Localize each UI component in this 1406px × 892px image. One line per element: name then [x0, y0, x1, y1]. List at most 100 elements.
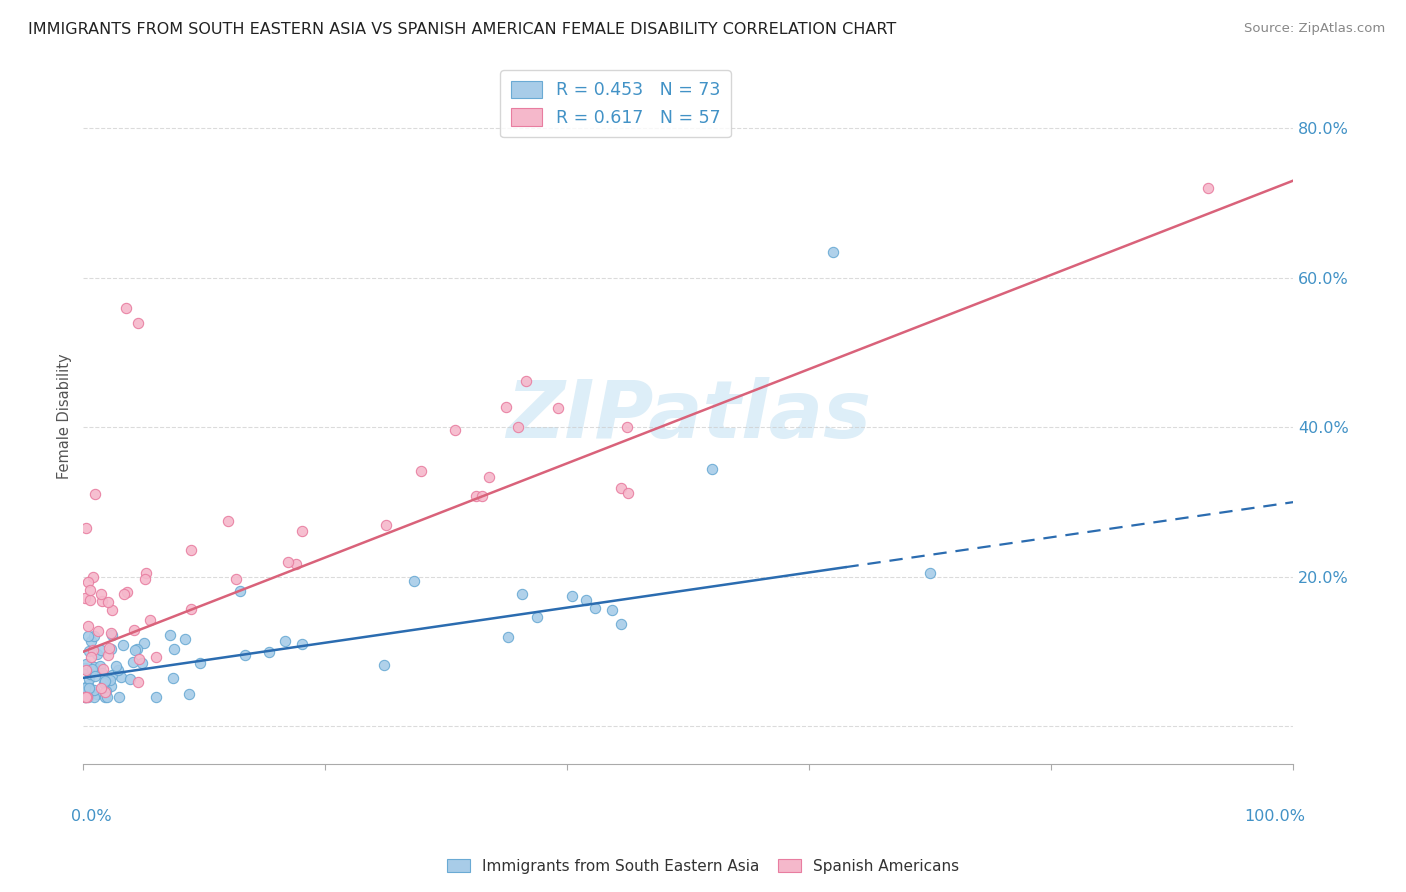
Point [82, 642, 104, 657]
Point [90, 665, 112, 680]
Point [112, 587, 135, 601]
Point [90, 643, 112, 657]
Point [105, 659, 128, 673]
Point [91, 662, 114, 676]
Point [114, 301, 136, 315]
Point [180, 542, 202, 557]
Point [77, 678, 100, 692]
Point [600, 603, 623, 617]
Point [77, 575, 100, 590]
Point [233, 648, 256, 663]
Point [76, 690, 98, 704]
Point [79, 634, 101, 648]
Point [229, 583, 252, 598]
Point [616, 420, 638, 434]
Point [128, 651, 150, 665]
Point [526, 610, 548, 624]
Y-axis label: Female Disability: Female Disability [58, 353, 72, 479]
Point [83, 629, 105, 643]
Point [79, 643, 101, 657]
Point [444, 423, 467, 437]
Point [115, 584, 138, 599]
Point [1197, 181, 1219, 195]
Point [90, 681, 112, 696]
Text: ZIPatlas: ZIPatlas [506, 377, 870, 455]
Point [512, 587, 534, 601]
Point [75, 663, 97, 677]
Point [94, 690, 117, 704]
Point [285, 557, 308, 571]
Point [108, 690, 131, 704]
Point [163, 641, 186, 656]
Point [94, 685, 117, 699]
Point [291, 524, 314, 538]
Point [79, 681, 101, 695]
Point [145, 650, 167, 665]
Point [920, 566, 942, 581]
Legend: R = 0.453   N = 73, R = 0.617   N = 57: R = 0.453 N = 73, R = 0.617 N = 57 [501, 70, 731, 137]
Point [465, 489, 488, 503]
Point [100, 603, 122, 617]
Point [79, 649, 101, 664]
Point [75, 521, 97, 535]
Point [609, 616, 631, 631]
Point [73, 690, 96, 704]
Text: IMMIGRANTS FROM SOUTH EASTERN ASIA VS SPANISH AMERICAN FEMALE DISABILITY CORRELA: IMMIGRANTS FROM SOUTH EASTERN ASIA VS SP… [28, 22, 897, 37]
Point [100, 642, 122, 657]
Point [83, 690, 105, 704]
Point [100, 628, 122, 642]
Point [96, 690, 118, 704]
Point [127, 641, 149, 656]
Point [83, 669, 105, 683]
Point [374, 517, 396, 532]
Point [127, 675, 149, 690]
Point [96, 595, 118, 609]
Point [93, 676, 115, 690]
Point [100, 625, 122, 640]
Point [585, 600, 607, 615]
Point [179, 687, 201, 701]
Point [77, 690, 100, 704]
Point [180, 601, 202, 615]
Point [83, 683, 105, 698]
Point [83, 660, 105, 674]
Point [82, 662, 104, 676]
Point [101, 667, 124, 681]
Point [134, 572, 156, 586]
Point [561, 590, 583, 604]
Point [77, 619, 100, 633]
Point [79, 667, 101, 681]
Point [118, 672, 141, 686]
Point [75, 690, 97, 704]
Point [617, 486, 640, 500]
Point [145, 690, 167, 704]
Point [110, 670, 132, 684]
Text: 100.0%: 100.0% [1244, 809, 1305, 824]
Point [702, 461, 724, 475]
Point [89, 659, 111, 673]
Point [471, 489, 494, 503]
Point [575, 593, 598, 607]
Point [547, 401, 569, 415]
Point [122, 623, 145, 637]
Point [159, 628, 181, 642]
Point [76, 629, 98, 643]
Point [75, 657, 97, 671]
Point [274, 633, 297, 648]
Point [79, 593, 101, 607]
Point [90, 587, 112, 601]
Point [97, 648, 120, 663]
Text: 0.0%: 0.0% [72, 809, 112, 824]
Point [94, 684, 117, 698]
Point [75, 690, 97, 704]
Point [162, 671, 184, 685]
Point [127, 316, 149, 330]
Point [73, 681, 96, 695]
Point [100, 679, 122, 693]
Point [515, 374, 537, 388]
Point [277, 555, 299, 569]
Point [82, 570, 104, 584]
Point [86, 686, 108, 700]
Point [139, 614, 162, 628]
Point [225, 572, 247, 586]
